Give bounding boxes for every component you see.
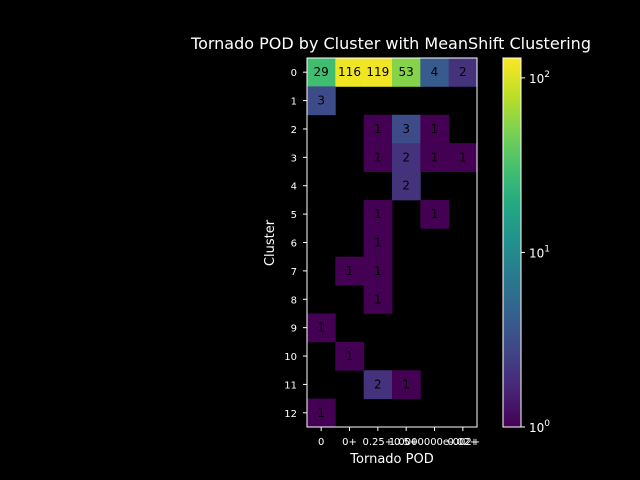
cell-value-label: 1 [431, 122, 439, 136]
cell-value-label: 1 [374, 207, 382, 221]
cell-value-label: 2 [374, 377, 382, 391]
cell-value-label: 2 [402, 179, 410, 193]
y-tick-label: 1 [291, 97, 297, 108]
cell-value-label: 1 [402, 377, 410, 391]
heatmap-cell [448, 143, 478, 172]
heatmap-cell [392, 171, 421, 201]
cell-value-label: 1 [346, 349, 354, 363]
cell-value-label: 1 [317, 406, 325, 420]
heatmap-cell [335, 58, 365, 87]
cell-value-label: 1 [431, 150, 439, 164]
heatmap-cell [392, 114, 421, 144]
y-tick-label: 3 [291, 153, 297, 164]
cell-value-label: 1 [374, 236, 382, 250]
y-axis-label: Cluster [263, 219, 278, 266]
cell-value-label: 1 [459, 150, 467, 164]
y-tick-label: 9 [291, 324, 297, 335]
x-tick-label: 0.25+ [363, 437, 394, 448]
cell-value-label: 4 [431, 65, 439, 79]
cell-value-label: 1 [374, 292, 382, 306]
cell-value-label: 1 [346, 264, 354, 278]
heatmap-cell [363, 370, 393, 400]
x-tick-label: 0+ [342, 437, 357, 448]
heatmap-cell [420, 114, 450, 144]
x-tick-label: 0.5+ [394, 437, 418, 448]
heatmap-cell [363, 285, 393, 314]
x-tick-label: 0.02+ [448, 437, 479, 448]
heatmap-cell [307, 313, 336, 343]
colorbar-tick-label: 102 [529, 70, 550, 86]
heatmap-cell [392, 58, 421, 87]
y-tick-label: 11 [284, 380, 297, 391]
y-tick-label: 10 [284, 352, 297, 363]
cell-value-label: 1 [374, 264, 382, 278]
y-tick-label: 12 [284, 409, 297, 420]
y-tick-label: 0 [291, 68, 297, 79]
heatmap-cell [307, 58, 336, 87]
y-tick-label: 4 [291, 182, 297, 193]
heatmap-cell [307, 86, 336, 116]
heatmap-cells: 29 116 119 53 4 2 3 1 3 1 1 2 1 1 2 1 1 1 1 1 1 1 1 2 1 1 [307, 58, 478, 428]
x-tick-label: 0 [318, 437, 324, 448]
cell-value-label: 116 [338, 65, 361, 79]
colorbar-tick-label: 101 [529, 244, 550, 260]
x-tick-label: 1.0000000e-002+ [389, 437, 480, 448]
x-axis-ticks: 0 0+ 0.25+ 0.5+1.0000000e-002+0.02+ [318, 427, 480, 448]
heatmap-cell [392, 370, 421, 400]
cell-value-label: 1 [431, 207, 439, 221]
y-tick-label: 2 [291, 125, 297, 136]
cell-value-label: 29 [314, 65, 329, 79]
cell-value-label: 2 [459, 65, 467, 79]
heatmap-cell [363, 199, 393, 229]
y-tick-label: 8 [291, 295, 297, 306]
cell-value-label: 3 [317, 94, 325, 108]
heatmap-cell [363, 228, 393, 258]
y-tick-label: 6 [291, 239, 297, 250]
heatmap-cell [307, 398, 336, 428]
colorbar [502, 57, 522, 428]
heatmap-cell [363, 143, 393, 172]
heatmap-cell [335, 341, 365, 371]
heatmap-cell [448, 58, 478, 87]
heatmap-cell [392, 143, 421, 172]
heatmap-cell [420, 58, 450, 87]
y-tick-label: 7 [291, 267, 297, 278]
cell-value-label: 1 [317, 321, 325, 335]
cell-value-label: 119 [366, 65, 389, 79]
y-tick-label: 5 [291, 210, 297, 221]
cell-value-label: 1 [374, 122, 382, 136]
cell-value-label: 53 [399, 65, 414, 79]
heatmap-cell [363, 114, 393, 144]
cell-value-label: 3 [402, 122, 410, 136]
colorbar-ticks: 100 101 102 [521, 70, 550, 435]
cell-value-label: 2 [402, 150, 410, 164]
x-axis-label: Tornado POD [349, 452, 433, 467]
cell-value-label: 1 [374, 150, 382, 164]
heatmap-cell [420, 143, 450, 172]
heatmap-cell [363, 58, 393, 87]
chart-title: Tornado POD by Cluster with MeanShift Cl… [190, 34, 591, 53]
heatmap-cell [420, 199, 450, 229]
heatmap-cell [363, 256, 393, 286]
colorbar-tick-label: 100 [529, 419, 550, 435]
heatmap-cell [335, 256, 365, 286]
